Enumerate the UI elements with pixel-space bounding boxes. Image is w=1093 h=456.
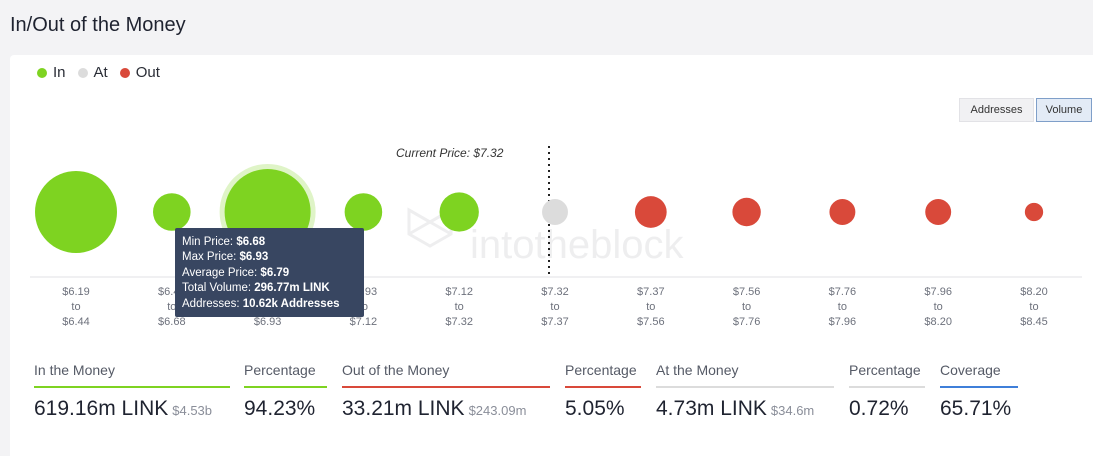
tick-label: $6.68 <box>158 316 186 328</box>
watermark-text: intotheblock <box>470 223 684 267</box>
tooltip-addresses: Addresses: 10.62k Addresses <box>182 297 340 310</box>
volume-toggle-button[interactable]: Volume <box>1036 98 1092 122</box>
tick-label: to <box>742 301 751 313</box>
legend-item-out[interactable]: Out <box>119 64 160 81</box>
tick-label: $8.45 <box>1020 316 1048 328</box>
tick-label: $7.56 <box>637 316 665 328</box>
bubble-out-7[interactable] <box>732 197 761 227</box>
chart-legend: In At Out <box>37 64 172 81</box>
tick-label: to <box>71 301 80 313</box>
tick-label: $7.76 <box>829 286 857 298</box>
bubble-out-9[interactable] <box>925 199 952 225</box>
tooltip-avg-price: Average Price: $6.79 <box>182 266 290 279</box>
legend-item-in[interactable]: In <box>37 64 66 81</box>
legend-in-dot-icon <box>37 67 47 78</box>
tick-label: $8.20 <box>924 316 952 328</box>
tick-label: to <box>646 301 655 313</box>
tick-label: to <box>550 301 559 313</box>
tooltip-max-price: Max Price: $6.93 <box>182 251 269 264</box>
legend-item-at[interactable]: At <box>77 64 108 81</box>
bubble-out-10[interactable] <box>1024 202 1044 222</box>
tick-label: to <box>838 301 847 313</box>
bubble-in-1[interactable] <box>153 193 191 231</box>
tick-label: $7.32 <box>541 286 569 298</box>
tick-label: $6.93 <box>254 316 282 328</box>
tick-label: $6.44 <box>62 316 90 328</box>
tick-label: to <box>1029 301 1038 313</box>
current-price-label: Current Price: $7.32 <box>396 146 504 160</box>
tooltip-min-price: Min Price: $6.68 <box>182 236 266 248</box>
tick-label: $7.12 <box>445 286 473 298</box>
legend-at-dot-icon <box>77 67 88 78</box>
tick-label: $7.37 <box>637 286 665 298</box>
bubble-in-0[interactable] <box>35 171 117 253</box>
tooltip-volume: Total Volume: 296.77m LINK <box>182 282 330 295</box>
legend-out-label: Out <box>135 64 160 81</box>
bubble-at-5[interactable] <box>542 199 568 225</box>
legend-in-label: In <box>53 64 66 81</box>
tick-label: $8.20 <box>1020 286 1048 298</box>
tick-label: $7.76 <box>733 316 761 328</box>
legend-at-label: At <box>93 64 108 81</box>
addresses-toggle-button[interactable]: Addresses <box>959 98 1034 122</box>
tick-label: to <box>455 301 464 313</box>
tick-label: to <box>934 301 943 313</box>
legend-out-dot-icon <box>119 67 130 78</box>
bubble-tooltip: Min Price: $6.68 Max Price: $6.93 Averag… <box>175 228 364 317</box>
bubble-in-3[interactable] <box>344 193 383 231</box>
tick-label: $6.19 <box>62 286 90 298</box>
bubble-out-8[interactable] <box>829 199 856 225</box>
tick-label: $7.32 <box>445 316 473 328</box>
bubble-in-4[interactable] <box>439 192 479 232</box>
tick-label: to <box>167 301 176 313</box>
tick-label: $7.96 <box>924 286 952 298</box>
tick-label: $7.56 <box>733 286 761 298</box>
tick-label: $7.96 <box>829 316 857 328</box>
tick-label: $7.37 <box>541 316 569 328</box>
tick-label: $7.12 <box>350 316 378 328</box>
x-axis-ticks: $6.19to$6.44$6.44to$6.68$6.68to$6.93$6.9… <box>62 286 1048 328</box>
widget-title: In/Out of the Money <box>10 14 186 36</box>
bubble-out-6[interactable] <box>634 196 667 228</box>
